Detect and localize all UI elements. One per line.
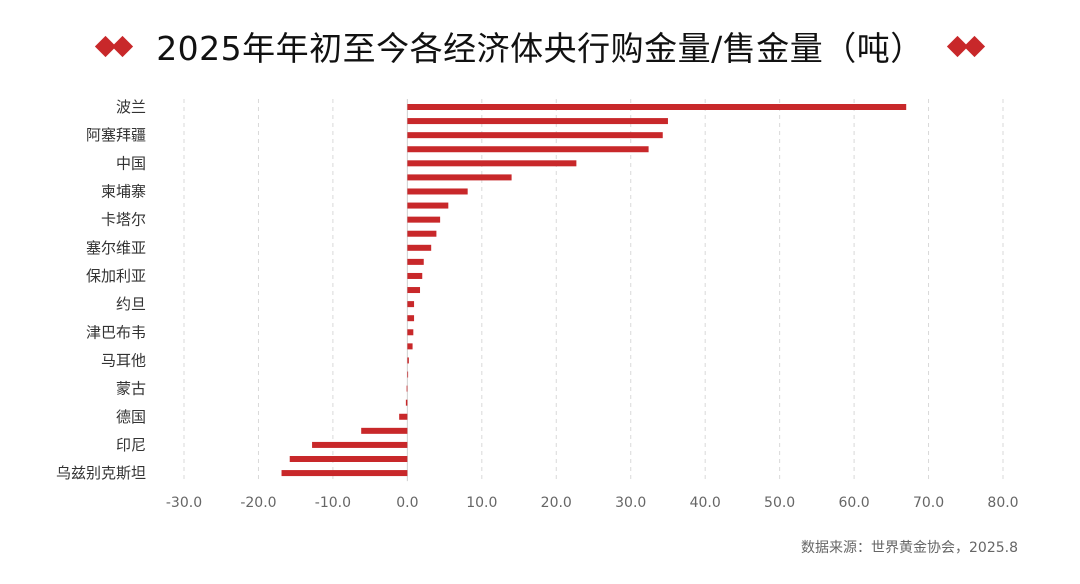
bar <box>281 470 408 477</box>
x-tick-label: 70.0 <box>913 495 944 511</box>
bar <box>407 371 409 378</box>
bar <box>361 427 408 434</box>
bar <box>407 343 413 350</box>
bar <box>407 202 449 209</box>
x-tick-label: 20.0 <box>541 495 572 511</box>
category-label: 乌兹别克斯坦 <box>56 464 146 482</box>
bar <box>407 146 649 153</box>
bar <box>406 385 408 392</box>
category-label: 阿塞拜疆 <box>86 126 146 144</box>
x-tick-label: 50.0 <box>764 495 795 511</box>
category-label: 蒙古 <box>116 380 146 398</box>
category-label: 保加利亚 <box>86 267 146 285</box>
bar <box>407 244 432 251</box>
source-note: 数据来源：世界黄金协会，2025.8 <box>801 540 1018 556</box>
chart-title-row: 2025年年初至今各经济体央行购金量/售金量（吨） <box>0 20 1080 72</box>
bar <box>407 301 415 308</box>
x-tick-label: 0.0 <box>396 495 418 511</box>
bar <box>407 132 663 139</box>
category-label: 津巴布韦 <box>86 323 146 341</box>
category-label: 马耳他 <box>101 351 146 369</box>
x-tick-label: 40.0 <box>690 495 721 511</box>
x-tick-label: 30.0 <box>615 495 646 511</box>
x-tick-label: 60.0 <box>839 495 870 511</box>
bar <box>407 329 414 336</box>
category-label: 卡塔尔 <box>101 211 146 229</box>
category-label: 柬埔寨 <box>101 182 146 200</box>
bar <box>407 118 668 125</box>
category-label: 德国 <box>116 408 146 426</box>
bar <box>399 413 408 420</box>
x-tick-label: -20.0 <box>240 495 276 511</box>
bar <box>407 272 423 279</box>
bar <box>407 216 441 223</box>
bar <box>312 441 408 448</box>
bar <box>407 287 421 294</box>
bar <box>407 160 577 167</box>
bar <box>289 456 408 462</box>
bar <box>407 258 424 265</box>
category-label: 中国 <box>116 154 146 172</box>
x-tick-label: -10.0 <box>315 495 351 511</box>
bar <box>407 104 907 110</box>
bar <box>407 357 409 364</box>
x-tick-label: 10.0 <box>466 495 497 511</box>
bar <box>405 399 408 406</box>
x-tick-label: -30.0 <box>166 495 202 511</box>
category-label: 塞尔维亚 <box>86 239 146 257</box>
bar <box>407 315 415 322</box>
chart-title: 2025年年初至今各经济体央行购金量/售金量（吨） <box>156 29 924 68</box>
category-label: 波兰 <box>116 98 146 116</box>
bar <box>407 230 437 237</box>
x-tick-label: 80.0 <box>987 495 1018 511</box>
bar <box>407 174 512 181</box>
bar <box>407 188 468 195</box>
category-label: 印尼 <box>116 436 146 454</box>
category-label: 约旦 <box>116 295 146 313</box>
